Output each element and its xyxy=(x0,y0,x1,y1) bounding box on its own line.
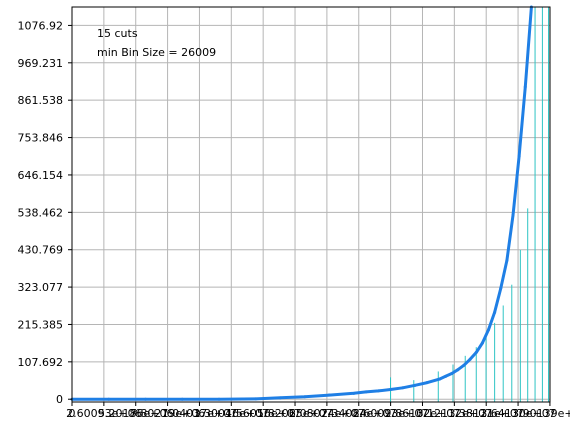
data-point xyxy=(456,368,460,372)
data-point xyxy=(450,372,454,376)
data-point xyxy=(278,396,282,400)
grid xyxy=(72,7,551,402)
x-tick-label: 3.38121e+07 xyxy=(448,407,523,420)
data-point xyxy=(511,213,515,217)
series-line xyxy=(72,6,533,401)
x-tick-label: 2.86102e+07 xyxy=(385,407,460,420)
y-tick-labels: 0 107.692 215.385 323.077 430.769 538.462 646.… xyxy=(18,19,72,406)
series-lines xyxy=(70,5,533,401)
x-tick-label: 2.34084e+07 xyxy=(321,407,396,420)
x-tick-label: 3.64130e+07 xyxy=(480,407,555,420)
y-tick-label: 969.231 xyxy=(18,57,64,70)
plot-frame xyxy=(71,6,551,403)
data-point xyxy=(303,395,307,399)
data-point xyxy=(364,390,368,394)
cuts-annotation: 15 cuts xyxy=(97,27,138,40)
y-tick-label: 215.385 xyxy=(18,318,64,331)
x-tick-labels: 02.60093e+065.20186e+067.80279e+061.0403… xyxy=(66,402,570,420)
y-tick-label: 0 xyxy=(56,393,63,406)
data-point xyxy=(254,397,258,401)
data-point xyxy=(180,397,184,401)
x-tick-label: 1.30046e+07 xyxy=(194,407,269,420)
cut-lines xyxy=(390,7,550,402)
data-point xyxy=(487,328,491,332)
bin-size-annotation: min Bin Size = 26009 xyxy=(97,46,217,59)
data-point xyxy=(444,374,448,378)
y-tick-label: 646.154 xyxy=(18,169,64,182)
data-point xyxy=(499,286,503,290)
x-tick-label: 1.82065e+07 xyxy=(257,407,332,420)
data-point xyxy=(468,357,472,361)
data-point xyxy=(376,389,380,393)
y-tick-label: 538.462 xyxy=(18,206,64,219)
y-tick-label: 753.846 xyxy=(18,132,64,145)
data-point xyxy=(462,363,466,367)
data-point xyxy=(401,386,405,390)
y-tick-label: 1076.92 xyxy=(18,19,64,32)
y-tick-label: 323.077 xyxy=(18,281,64,294)
data-point xyxy=(523,85,527,89)
x-tick-label: 3.90139e+07 xyxy=(512,407,570,420)
x-tick-label: 0 xyxy=(69,407,76,420)
x-tick-label: 1.04037e+07 xyxy=(162,407,237,420)
x-tick-label: 5.20186e+06 xyxy=(98,407,173,420)
data-point xyxy=(413,383,417,387)
data-point xyxy=(107,397,111,401)
x-tick-label: 2.08074e+07 xyxy=(289,407,364,420)
data-point xyxy=(327,393,331,397)
data-point xyxy=(505,258,509,262)
y-tick-label: 430.769 xyxy=(18,244,64,257)
data-point xyxy=(474,350,478,354)
data-point xyxy=(352,391,356,395)
data-point xyxy=(438,377,442,381)
data-point xyxy=(144,397,148,401)
data-point xyxy=(517,154,521,158)
y-tick-label: 107.692 xyxy=(18,356,64,369)
data-point xyxy=(480,341,484,345)
data-point xyxy=(425,381,429,385)
data-point xyxy=(217,397,221,401)
y-tick-label: 861.538 xyxy=(18,94,64,107)
x-tick-label: 7.80279e+06 xyxy=(130,407,205,420)
x-tick-label: 1.56056e+07 xyxy=(225,407,300,420)
x-tick-label: 2.60093e+06 xyxy=(66,407,141,420)
data-point xyxy=(389,388,393,392)
x-tick-label: 2.60093e+07 xyxy=(353,407,428,420)
data-point xyxy=(493,310,497,314)
x-tick-label: 3.12112e+07 xyxy=(417,407,492,420)
